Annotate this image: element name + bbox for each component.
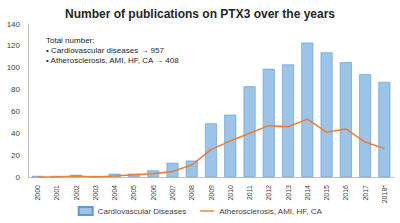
svg-text:2010: 2010 xyxy=(227,185,234,201)
svg-text:140: 140 xyxy=(7,20,21,29)
svg-text:120: 120 xyxy=(7,41,21,50)
svg-text:2007: 2007 xyxy=(169,185,176,201)
svg-text:2017: 2017 xyxy=(362,185,369,201)
svg-text:2015: 2015 xyxy=(323,185,330,201)
svg-text:2014: 2014 xyxy=(304,185,311,201)
svg-text:2016: 2016 xyxy=(342,185,349,201)
svg-text:2003: 2003 xyxy=(92,185,99,201)
svg-text:Total number:: Total number: xyxy=(46,36,94,45)
svg-text:Cardiovascular Diseases: Cardiovascular Diseases xyxy=(98,207,186,216)
svg-text:Atherosclerosis, AMI, HF, CA: Atherosclerosis, AMI, HF, CA xyxy=(219,207,322,216)
svg-text:2018*: 2018* xyxy=(381,185,388,204)
svg-text:2005: 2005 xyxy=(130,185,137,201)
svg-text:2000: 2000 xyxy=(34,185,41,201)
svg-text:2013: 2013 xyxy=(285,185,292,201)
svg-text:80: 80 xyxy=(11,85,20,94)
svg-text:2011: 2011 xyxy=(246,185,253,200)
svg-text:20: 20 xyxy=(11,151,20,160)
svg-text:2009: 2009 xyxy=(208,185,215,201)
svg-text:0: 0 xyxy=(16,173,21,182)
svg-text:2012: 2012 xyxy=(265,185,272,201)
svg-text:Number of publications on PTX3: Number of publications on PTX3 over the … xyxy=(65,7,335,21)
svg-text:2006: 2006 xyxy=(150,185,157,201)
svg-text:2002: 2002 xyxy=(73,185,80,201)
svg-text:40: 40 xyxy=(11,129,20,138)
svg-text:2001: 2001 xyxy=(53,185,60,201)
svg-text:2004: 2004 xyxy=(111,185,118,201)
svg-text:• Cardiovascular diseases → 95: • Cardiovascular diseases → 957 xyxy=(46,46,165,55)
svg-text:• Atherosclerosis, AMI, HF, CA: • Atherosclerosis, AMI, HF, CA → 408 xyxy=(46,56,179,65)
svg-text:100: 100 xyxy=(7,63,21,72)
svg-text:60: 60 xyxy=(11,107,20,116)
svg-text:2008: 2008 xyxy=(188,185,195,201)
